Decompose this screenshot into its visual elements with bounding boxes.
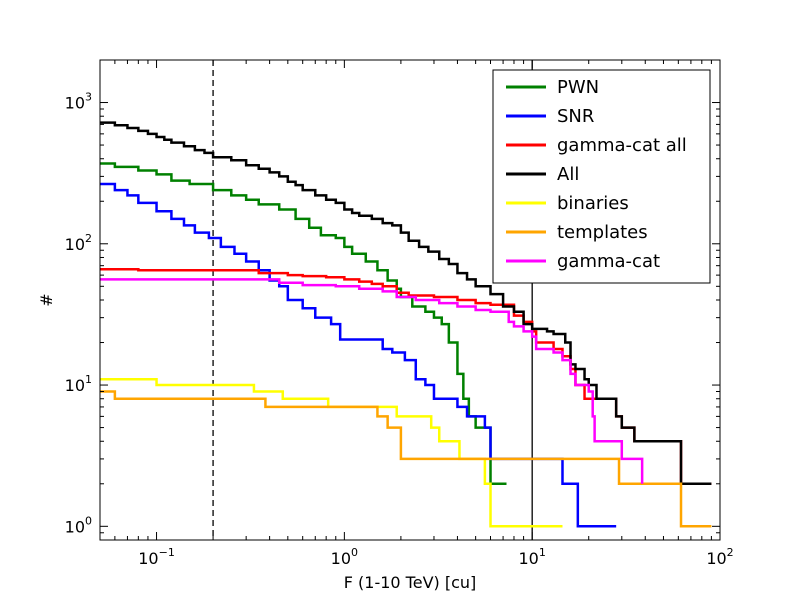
x-tick-label: 102: [706, 546, 733, 568]
axis-ticks: 10−1 100 101 102 100 101 102 103: [65, 59, 734, 568]
x-tick-label: 101: [519, 546, 546, 568]
series-line-templates: [100, 390, 712, 528]
series-line-gamma-cat: [100, 278, 644, 484]
legend-box: [492, 69, 711, 284]
y-axis-title: #: [37, 293, 56, 306]
legend: PWN SNR gamma-cat all All binaries templates g…: [492, 69, 711, 284]
series-line-all: [100, 121, 712, 486]
x-axis-title: F (1-10 TeV) [cu]: [344, 573, 477, 592]
legend-label-gamma-cat-all: gamma-cat all: [557, 135, 687, 156]
legend-label-pwn: PWN: [557, 77, 599, 98]
y-tick-label: 103: [65, 91, 92, 113]
legend-label-binaries: binaries: [557, 193, 629, 214]
plot-frame: [99, 59, 721, 541]
legend-label-all: All: [557, 164, 579, 185]
series-line-binaries: [100, 377, 563, 528]
x-tick-label: 10−1: [138, 546, 175, 568]
series-line-pwn: [100, 162, 507, 486]
y-tick-label: 100: [65, 514, 92, 536]
series-line-gamma-cat-all: [100, 268, 712, 486]
legend-label-templates: templates: [557, 222, 648, 243]
data-series: [100, 121, 712, 528]
y-tick-label: 102: [65, 232, 92, 254]
x-tick-label: 100: [331, 546, 358, 568]
series-line-snr: [100, 182, 617, 528]
y-tick-label: 101: [65, 373, 92, 395]
legend-label-snr: SNR: [557, 106, 594, 127]
legend-label-gamma-cat: gamma-cat: [557, 251, 660, 272]
